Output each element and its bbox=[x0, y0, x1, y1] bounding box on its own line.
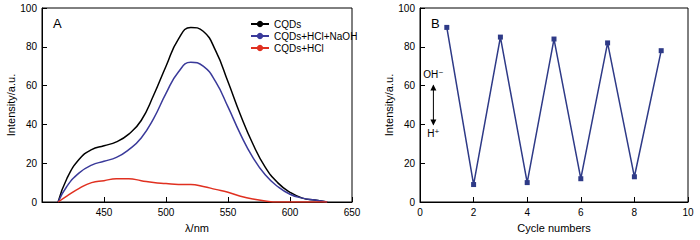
svg-text:40: 40 bbox=[26, 119, 38, 130]
svg-text:0: 0 bbox=[409, 197, 415, 208]
svg-text:Cycle numbers: Cycle numbers bbox=[517, 222, 591, 234]
svg-text:100: 100 bbox=[398, 3, 415, 14]
svg-text:0: 0 bbox=[417, 207, 423, 218]
svg-text:60: 60 bbox=[404, 80, 416, 91]
svg-text:500: 500 bbox=[158, 207, 175, 218]
svg-text:Intensity/a.u.: Intensity/a.u. bbox=[5, 74, 17, 136]
svg-text:4: 4 bbox=[524, 207, 530, 218]
svg-text:40: 40 bbox=[404, 119, 416, 130]
svg-text:CQDs: CQDs bbox=[274, 19, 301, 30]
svg-text:2: 2 bbox=[471, 207, 477, 218]
svg-text:CQDs+HCl+NaOH: CQDs+HCl+NaOH bbox=[274, 31, 357, 42]
svg-text:80: 80 bbox=[26, 41, 38, 52]
svg-text:8: 8 bbox=[632, 207, 638, 218]
svg-text:650: 650 bbox=[344, 207, 361, 218]
svg-text:6: 6 bbox=[578, 207, 584, 218]
svg-text:20: 20 bbox=[26, 158, 38, 169]
svg-text:10: 10 bbox=[682, 207, 694, 218]
svg-text:80: 80 bbox=[404, 41, 416, 52]
svg-text:CQDs+HCl: CQDs+HCl bbox=[274, 43, 324, 54]
svg-text:0: 0 bbox=[31, 197, 37, 208]
svg-text:600: 600 bbox=[282, 207, 299, 218]
svg-text:Intensity/a.u.: Intensity/a.u. bbox=[383, 74, 395, 136]
svg-text:H⁺: H⁺ bbox=[427, 128, 440, 139]
svg-text:B: B bbox=[431, 16, 440, 31]
svg-text:OH⁻: OH⁻ bbox=[423, 69, 443, 80]
svg-text:450: 450 bbox=[96, 207, 113, 218]
svg-text:20: 20 bbox=[404, 158, 416, 169]
svg-text:λ/nm: λ/nm bbox=[185, 222, 209, 234]
svg-text:60: 60 bbox=[26, 80, 38, 91]
svg-text:100: 100 bbox=[20, 3, 37, 14]
svg-text:550: 550 bbox=[220, 207, 237, 218]
svg-text:A: A bbox=[53, 16, 62, 31]
